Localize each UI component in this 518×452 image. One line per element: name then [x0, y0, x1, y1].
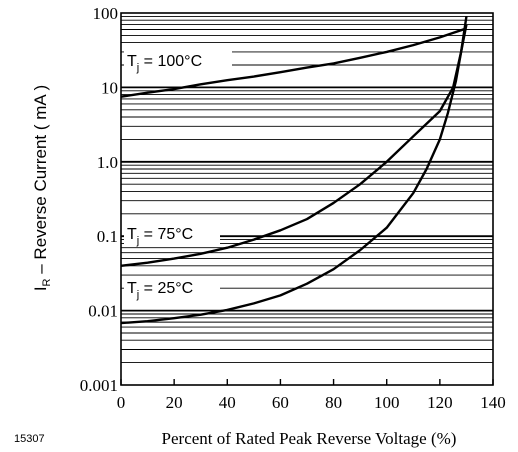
series-label-rest: = 100°C [139, 53, 202, 70]
plot-area-frame [120, 12, 494, 386]
series-label-rest: = 75°C [139, 226, 193, 243]
figure-id: 15307 [14, 433, 45, 445]
y-axis-label-main: I [31, 286, 50, 291]
x-tick-label: 60 [272, 393, 289, 412]
y-axis-label: IR – Reverse Current ( mA ) [31, 85, 53, 291]
series-label-subscript: j [136, 289, 139, 301]
series-label-main: T [127, 280, 137, 297]
series-label-1: Tj = 100°C [127, 53, 202, 74]
series-label-2: Tj = 75°C [127, 226, 193, 247]
series-curve-2 [120, 24, 468, 268]
y-tick-label: 0.1 [97, 227, 118, 246]
x-tick-label: 100 [374, 393, 400, 412]
series-labels: Tj = 100°CTj = 75°CTj = 25°C [127, 53, 202, 301]
series-label-bg-1 [124, 49, 232, 71]
series-label-main: T [127, 226, 137, 243]
series-curves [120, 16, 468, 325]
series-label-rest: = 25°C [139, 280, 193, 297]
x-tick-label: 120 [427, 393, 453, 412]
x-tick-label: 40 [219, 393, 236, 412]
grid-lines [121, 15, 493, 364]
y-axis-label-subscript: R [41, 278, 53, 286]
series-curve-1 [120, 27, 467, 98]
series-label-subscript: j [136, 62, 139, 74]
series-label-3: Tj = 25°C [127, 280, 193, 301]
x-tick-label: 80 [325, 393, 342, 412]
series-label-subscript: j [136, 235, 139, 247]
x-axis-ticks: 0 20 40 60 80 100 120 140 [117, 379, 506, 412]
y-tick-label: 0.001 [80, 376, 118, 395]
x-tick-label: 140 [480, 393, 506, 412]
series-label-bg-3 [124, 276, 220, 298]
series-label-bg-2 [124, 222, 220, 244]
x-tick-label: 0 [117, 393, 126, 412]
y-axis-label-rest: – Reverse Current ( mA ) [31, 85, 50, 279]
y-tick-label: 100 [93, 4, 119, 23]
series-label-main: T [127, 53, 137, 70]
x-tick-label: 20 [166, 393, 183, 412]
series-label-backgrounds [124, 49, 232, 298]
x-axis-label: Percent of Rated Peak Reverse Voltage (%… [162, 429, 457, 448]
y-axis-ticks: 0.001 0.01 0.1 1.0 10 100 [80, 4, 118, 395]
y-tick-label: 0.01 [88, 302, 118, 321]
y-tick-label: 10 [101, 78, 118, 97]
series-curve-3 [120, 16, 468, 325]
y-tick-label: 1.0 [97, 153, 118, 172]
